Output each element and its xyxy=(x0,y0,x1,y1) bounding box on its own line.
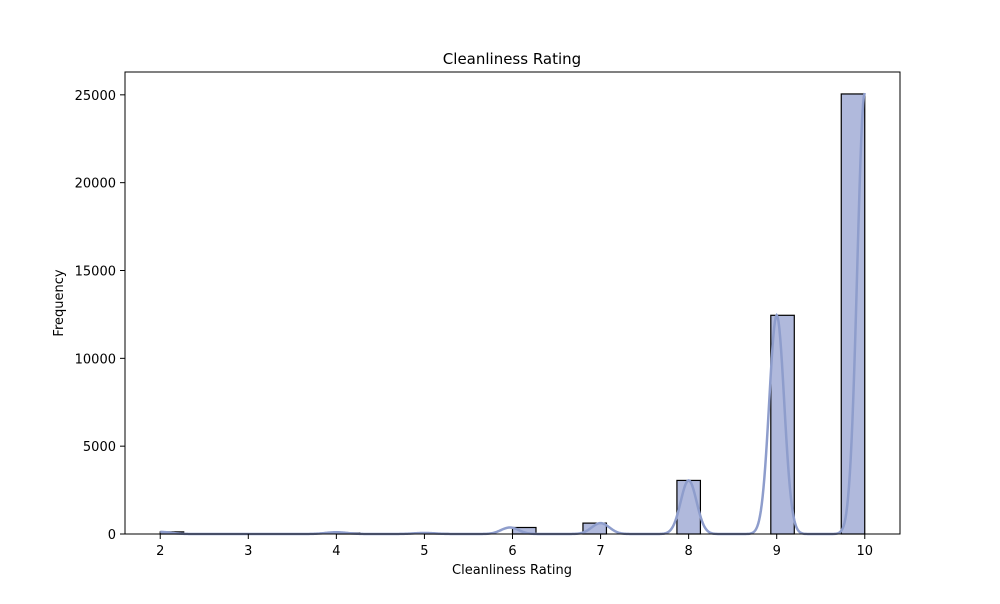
kde-group xyxy=(160,92,866,536)
x-tick-label: 4 xyxy=(332,544,340,559)
x-tick-label: 9 xyxy=(773,544,781,559)
x-tick-label: 10 xyxy=(856,544,873,559)
x-tick-label: 6 xyxy=(508,544,516,559)
y-axis-label: Frequency xyxy=(52,269,67,336)
chart-title: Cleanliness Rating xyxy=(443,50,581,68)
x-axis-label: Cleanliness Rating xyxy=(452,563,572,578)
x-tick-label: 5 xyxy=(420,544,428,559)
y-tick-label: 5000 xyxy=(83,440,116,455)
bars-group xyxy=(159,93,866,535)
y-axis-ticks: 0 5000 10000 15000 20000 25000 xyxy=(75,89,125,543)
y-tick-label: 15000 xyxy=(75,265,116,280)
y-tick-label: 25000 xyxy=(75,89,116,104)
x-axis-ticks: 2 3 4 5 6 7 8 9 10 xyxy=(156,534,873,559)
y-tick-label: 0 xyxy=(108,528,116,543)
kde-curve xyxy=(160,92,866,536)
x-tick-label: 2 xyxy=(156,544,164,559)
y-tick-label: 20000 xyxy=(75,177,116,192)
x-tick-label: 8 xyxy=(684,544,692,559)
y-tick-label: 10000 xyxy=(75,352,116,367)
x-tick-label: 7 xyxy=(596,544,604,559)
x-tick-label: 3 xyxy=(244,544,252,559)
